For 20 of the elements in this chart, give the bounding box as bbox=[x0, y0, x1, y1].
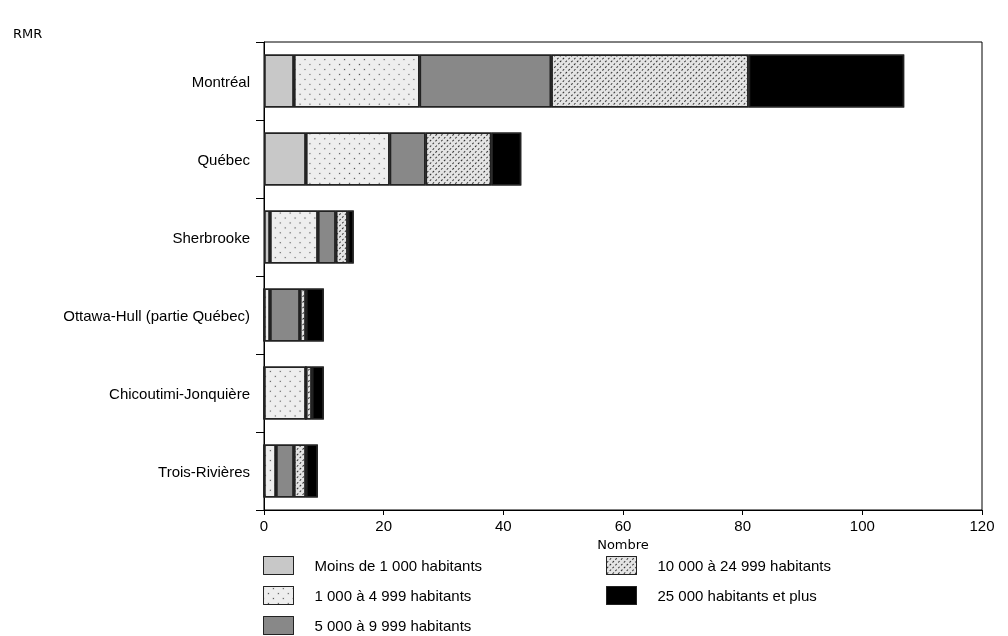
x-tick-label: 60 bbox=[614, 517, 632, 534]
y-tick-label: Sherbrooke bbox=[172, 228, 250, 246]
y-tick-label: Trois-Rivières bbox=[158, 462, 250, 480]
x-tick-label: 100 bbox=[849, 517, 875, 534]
x-tick-label: 80 bbox=[734, 517, 752, 534]
y-tick-label: Québec bbox=[197, 150, 251, 168]
x-tick-label: 40 bbox=[494, 517, 512, 534]
legend-label: 5 000 à 9 999 habitants bbox=[314, 617, 472, 634]
y-tick-label: Ottawa-Hull (partie Québec) bbox=[63, 306, 250, 324]
legend-label: Moins de 1 000 habitants bbox=[314, 557, 483, 574]
legend-label: 1 000 à 4 999 habitants bbox=[314, 587, 472, 604]
x-tick-label: 120 bbox=[969, 517, 995, 534]
x-tick-label: 0 bbox=[259, 517, 269, 534]
y-tick-label: Montréal bbox=[191, 72, 250, 90]
legend-label: 10 000 à 24 999 habitants bbox=[657, 557, 831, 574]
y-tick-label: Chicoutimi-Jonquière bbox=[109, 384, 250, 402]
legend-label: 25 000 habitants et plus bbox=[657, 587, 817, 604]
x-tick-label: 20 bbox=[375, 517, 393, 534]
x-axis-title: Nombre bbox=[597, 536, 649, 552]
y-axis-title: RMR bbox=[13, 26, 43, 41]
